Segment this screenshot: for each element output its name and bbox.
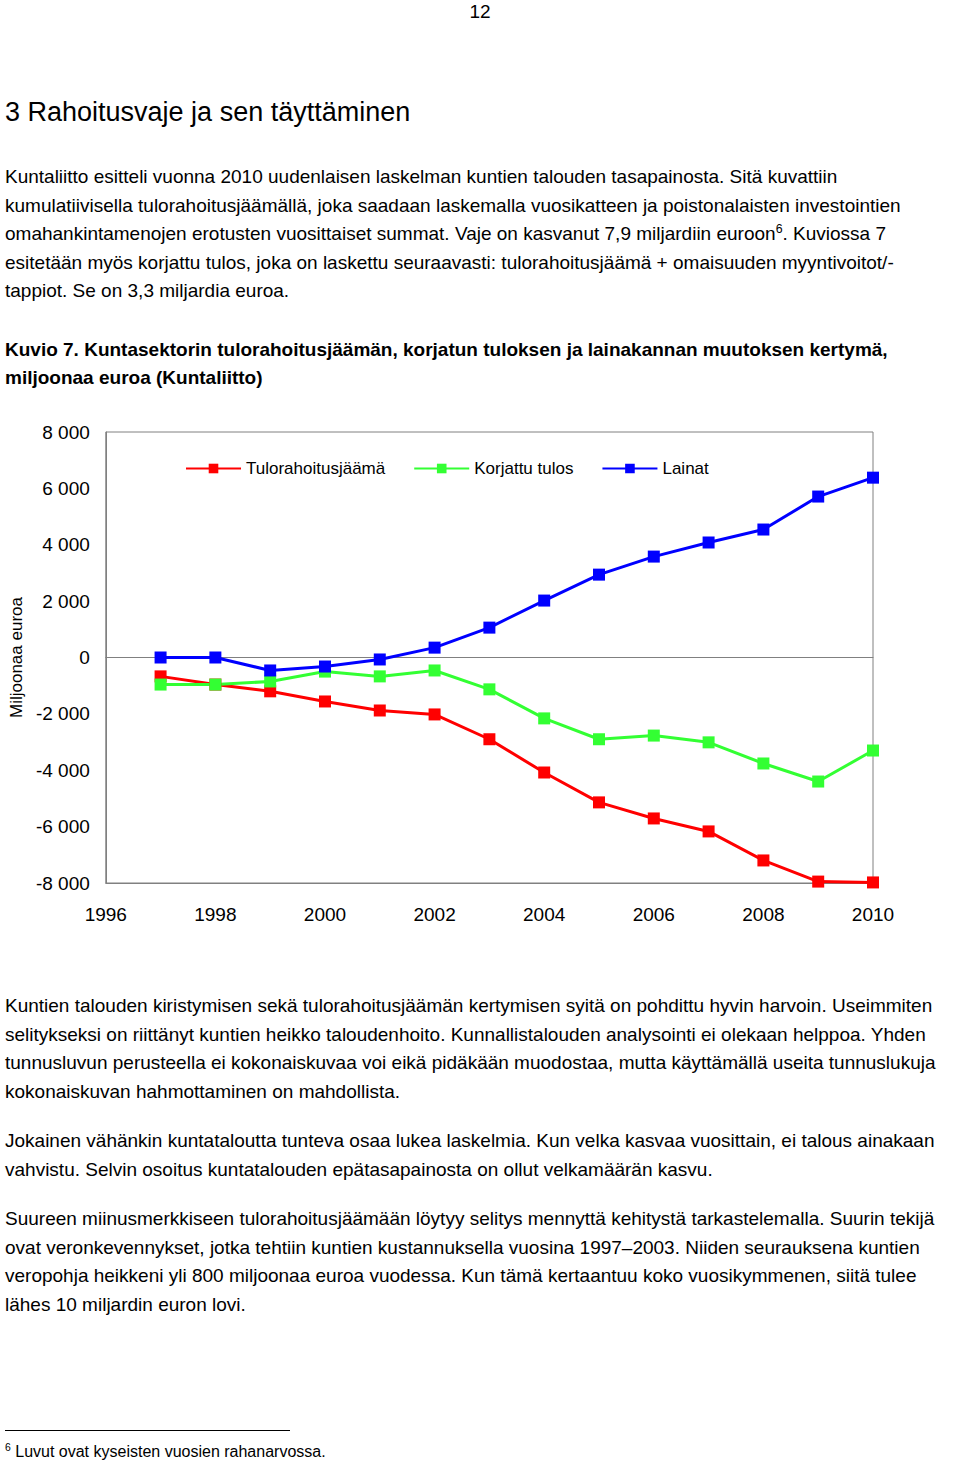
html-text:3 Rahoitusvaje ja sen täyttämi: 3 Rahoitusvaje ja sen täyttäminen bbox=[5, 97, 411, 127]
svg-text:1996: 1996 bbox=[85, 904, 127, 925]
svg-text:Korjattu tulos: Korjattu tulos bbox=[474, 459, 573, 478]
svg-text:6 000: 6 000 bbox=[42, 478, 90, 499]
svg-text:Lainat: Lainat bbox=[662, 459, 709, 478]
html-text:Suureen miinusmerkkiseen tulor: Suureen miinusmerkkiseen tulorahoitusjää… bbox=[5, 1208, 935, 1315]
svg-text:2000: 2000 bbox=[304, 904, 346, 925]
svg-text:-6 000: -6 000 bbox=[36, 816, 90, 837]
svg-text:-8 000: -8 000 bbox=[36, 873, 90, 894]
svg-text:-2 000: -2 000 bbox=[36, 703, 90, 724]
svg-text:2006: 2006 bbox=[633, 904, 675, 925]
html-text:Kuvio 7. Kuntasektorin tulorah: Kuvio 7. Kuntasektorin tulorahoitusjäämä… bbox=[5, 339, 888, 388]
html-text:12: 12 bbox=[469, 1, 491, 22]
svg-text:2008: 2008 bbox=[742, 904, 784, 925]
html-text:Jokainen vähänkin kuntataloutt: Jokainen vähänkin kuntataloutta tunteva … bbox=[5, 1130, 935, 1180]
html-text:Kuntien talouden kiristymisen: Kuntien talouden kiristymisen sekä tulor… bbox=[5, 995, 936, 1102]
svg-text:0: 0 bbox=[79, 647, 90, 668]
svg-text:Miljoonaa euroa: Miljoonaa euroa bbox=[7, 596, 26, 718]
svg-text:4 000: 4 000 bbox=[42, 534, 90, 555]
svg-text:8 000: 8 000 bbox=[42, 422, 90, 443]
svg-text:-4 000: -4 000 bbox=[36, 760, 90, 781]
html-text:6Luvut ovat kyseisten vuosien: 6Luvut ovat kyseisten vuosien rahanarvos… bbox=[5, 1441, 326, 1460]
svg-text:2002: 2002 bbox=[413, 904, 455, 925]
svg-text:2004: 2004 bbox=[523, 904, 566, 925]
html-text:Kuntaliitto esitteli vuonna 20: Kuntaliitto esitteli vuonna 2010 uudenla… bbox=[5, 166, 901, 301]
svg-text:2 000: 2 000 bbox=[42, 591, 90, 612]
svg-text:1998: 1998 bbox=[194, 904, 236, 925]
svg-text:Tulorahoitusjäämä: Tulorahoitusjäämä bbox=[246, 459, 386, 478]
svg-text:2010: 2010 bbox=[852, 904, 894, 925]
